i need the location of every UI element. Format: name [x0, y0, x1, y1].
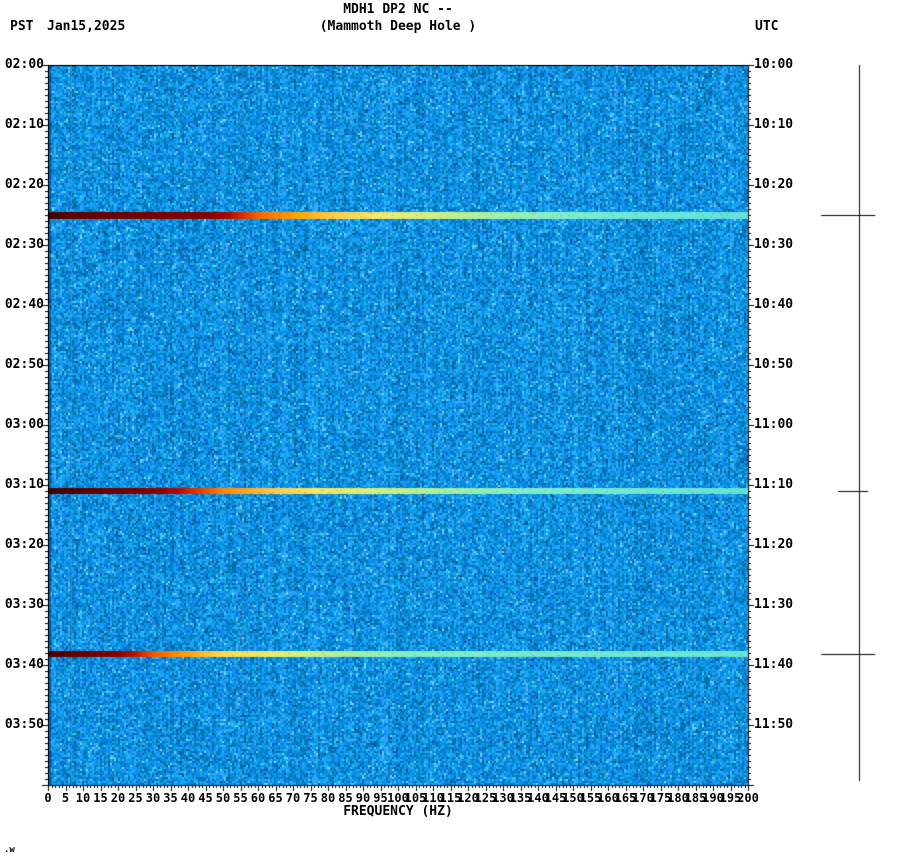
timezone-right-label: UTC: [755, 20, 778, 34]
spectrogram-page: MDH1 DP2 NC -- (Mammoth Deep Hole ) PST …: [0, 0, 902, 864]
pst-time-label: 02:00: [1, 58, 44, 72]
utc-time-label: 11:20: [754, 538, 793, 552]
utc-time-label: 11:40: [754, 658, 793, 672]
utc-time-label: 10:20: [754, 178, 793, 192]
pst-time-label: 02:40: [1, 298, 44, 312]
pst-time-label: 03:50: [1, 718, 44, 732]
pst-time-label: 03:40: [1, 658, 44, 672]
date-label: Jan15,2025: [47, 20, 125, 34]
pst-time-label: 02:30: [1, 238, 44, 252]
pst-time-label: 02:50: [1, 358, 44, 372]
utc-time-label: 10:50: [754, 358, 793, 372]
utc-time-label: 10:30: [754, 238, 793, 252]
pst-time-label: 02:20: [1, 178, 44, 192]
spectrogram-image: [48, 65, 748, 785]
pst-time-label: 03:00: [1, 418, 44, 432]
utc-time-label: 10:00: [754, 58, 793, 72]
station-subtitle: (Mammoth Deep Hole ): [48, 20, 748, 34]
utc-time-label: 10:10: [754, 118, 793, 132]
utc-time-label: 11:50: [754, 718, 793, 732]
pst-time-label: 03:10: [1, 478, 44, 492]
utc-time-label: 11:00: [754, 418, 793, 432]
pst-time-label: 03:30: [1, 598, 44, 612]
timezone-left-label: PST: [10, 20, 33, 34]
utc-time-label: 10:40: [754, 298, 793, 312]
pst-time-label: 02:10: [1, 118, 44, 132]
utc-time-label: 11:10: [754, 478, 793, 492]
pst-time-label: 03:20: [1, 538, 44, 552]
freq-tick-label: 200: [728, 792, 768, 805]
frequency-axis-label: FREQUENCY (HZ): [48, 805, 748, 819]
footnote-mark: .w: [4, 846, 15, 855]
station-title: MDH1 DP2 NC --: [48, 3, 748, 17]
utc-time-label: 11:30: [754, 598, 793, 612]
